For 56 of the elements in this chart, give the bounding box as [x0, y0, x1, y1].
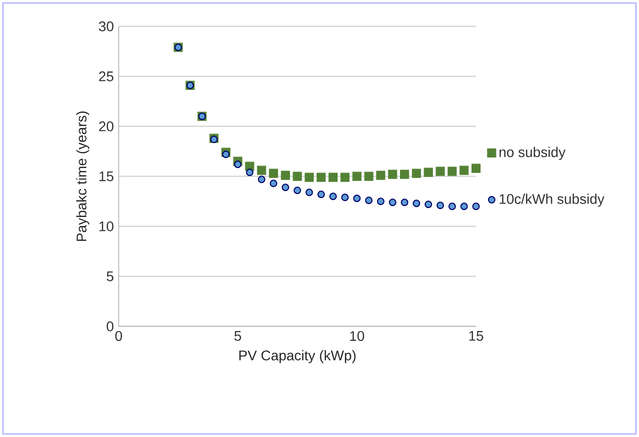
y-axis-title: Paybakc time (years) — [76, 111, 90, 241]
point — [292, 172, 302, 181]
point — [280, 170, 290, 180]
point — [388, 170, 398, 179]
y-tick-label: 20 — [99, 121, 114, 132]
point — [328, 172, 338, 182]
y-tick-label: 5 — [106, 271, 114, 282]
point — [270, 180, 278, 188]
x-tick-label: 15 — [469, 331, 484, 341]
point — [304, 172, 314, 182]
y-tick-label: 0 — [106, 321, 114, 332]
point — [341, 194, 349, 202]
point — [316, 172, 326, 182]
x-tick-label: 5 — [234, 331, 242, 341]
point — [294, 186, 302, 194]
point — [364, 172, 374, 181]
point — [353, 194, 361, 202]
point — [257, 166, 266, 175]
point — [472, 202, 480, 210]
point — [365, 196, 373, 204]
point — [329, 192, 337, 200]
x-tick-label: 10 — [350, 331, 364, 341]
point — [268, 168, 278, 178]
point — [234, 160, 242, 168]
point — [400, 198, 408, 206]
point — [424, 200, 432, 208]
point — [412, 200, 420, 208]
point — [448, 166, 457, 176]
x-tick-label: 0 — [115, 331, 122, 341]
y-tick-label: 10 — [99, 221, 114, 232]
point — [317, 190, 325, 198]
point — [258, 176, 266, 184]
point — [340, 172, 350, 182]
x-axis-title: PV Capacity (kWp) — [239, 350, 356, 364]
point — [436, 166, 445, 176]
point — [436, 202, 444, 210]
point — [222, 150, 230, 158]
point — [471, 164, 481, 173]
point — [424, 168, 433, 177]
point — [282, 184, 290, 192]
point — [460, 202, 468, 210]
point — [246, 168, 254, 176]
point — [460, 166, 469, 175]
y-tick-label: 25 — [99, 71, 114, 82]
point — [400, 170, 410, 179]
y-tick-label: 15 — [99, 171, 114, 182]
point — [448, 202, 456, 210]
point — [376, 198, 384, 206]
point — [376, 170, 386, 180]
y-tick-label: 30 — [98, 21, 114, 32]
legend-label: 10c/kWh subsidy — [500, 194, 604, 207]
point — [388, 198, 396, 206]
point — [412, 168, 421, 178]
point — [352, 172, 362, 181]
point — [306, 188, 313, 196]
legend-label: no subsidy — [500, 146, 566, 160]
